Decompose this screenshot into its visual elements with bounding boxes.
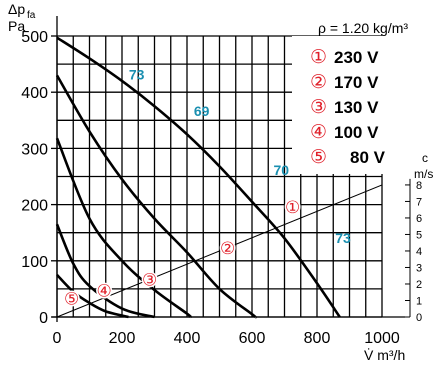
operating-point-bg: [63, 290, 80, 307]
operating-point-bg: [96, 282, 113, 299]
legend-label: 80 V: [350, 148, 386, 167]
operating-point-bg: [219, 239, 236, 256]
operating-point-bg: [141, 271, 158, 288]
operating-point-marker: ②: [220, 239, 235, 258]
x-tick-label: 600: [239, 330, 266, 347]
y-axis-unit-subscript: fa: [27, 10, 36, 21]
y-tick-label: 100: [21, 254, 48, 271]
fan-curve: [55, 137, 192, 319]
velocity-tick-label: 5: [416, 229, 422, 241]
legend: ① 230 V ② 170 V ③ 130 V ④ 100 V ⑤ 80 V: [292, 36, 410, 174]
axes: 0 100 200 300 400 500 0 200 400 600 800 1000 0 1 2 3 4 5 6…: [21, 16, 422, 347]
velocity-tick-label: 6: [416, 213, 422, 225]
y-tick-label: 300: [21, 141, 48, 158]
efficiency-annotation: 70: [273, 162, 289, 178]
fan-curve: [56, 273, 129, 319]
velocity-tick-label: 1: [416, 295, 422, 307]
y-axis-unit-pa: Pa: [8, 18, 25, 34]
legend-marker: ①: [310, 47, 327, 68]
legend-label: 230 V: [334, 48, 379, 67]
legend-label: 130 V: [334, 98, 379, 117]
legend-box: [292, 36, 410, 174]
fan-curve: [55, 74, 257, 319]
operating-point-marker: ③: [142, 270, 157, 289]
x-tick-label: 800: [304, 330, 331, 347]
legend-label: 170 V: [334, 73, 379, 92]
velocity-axis-title-unit: m/s: [414, 167, 433, 181]
operating-point-marker: ④: [97, 282, 112, 301]
curves: [55, 36, 383, 319]
velocity-axis-title-c: c: [422, 151, 428, 165]
efficiency-annotation: 73: [335, 230, 351, 246]
fan-curve: [56, 36, 341, 318]
legend-label: 100 V: [334, 123, 379, 142]
system-curve: [56, 184, 383, 318]
velocity-tick-label: 3: [416, 262, 422, 274]
legend-marker: ④: [310, 122, 327, 143]
efficiency-annotation: 69: [194, 103, 210, 119]
operating-point-marker: ①: [285, 198, 300, 217]
legend-marker: ⑤: [310, 147, 327, 168]
velocity-tick-label: 8: [416, 180, 422, 192]
efficiency-annotation: 73: [129, 66, 145, 82]
y-tick-label: 0: [39, 310, 48, 327]
y-tick-label: 200: [21, 198, 48, 215]
velocity-tick-label: 7: [416, 196, 422, 208]
legend-marker: ②: [310, 72, 327, 93]
y-axis-unit-delta-p: Δp: [8, 1, 25, 17]
operating-point-marker: ⑤: [64, 289, 79, 308]
x-tick-label: 0: [53, 330, 62, 347]
fan-curve: [55, 223, 155, 319]
x-tick-label: 1000: [364, 330, 400, 347]
y-tick-label: 500: [21, 29, 48, 46]
density-label: ρ = 1.20 kg/m³: [318, 20, 408, 36]
x-tick-label: 400: [174, 330, 201, 347]
legend-marker: ③: [310, 97, 327, 118]
velocity-tick-label: 0: [416, 312, 422, 324]
x-axis-unit: V̇ m³/h: [364, 347, 405, 363]
x-tick-label: 200: [109, 330, 136, 347]
velocity-tick-label: 4: [416, 246, 422, 258]
y-tick-label: 400: [21, 85, 48, 102]
operating-point-bg: [284, 198, 301, 215]
velocity-tick-label: 2: [416, 279, 422, 291]
